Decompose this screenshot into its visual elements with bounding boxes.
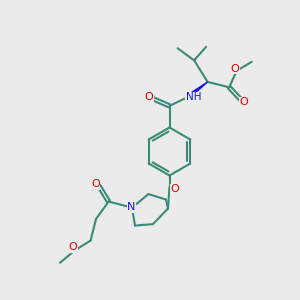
Text: O: O (68, 242, 77, 252)
Text: N: N (127, 202, 136, 212)
Text: O: O (240, 97, 249, 107)
Text: O: O (231, 64, 240, 74)
Text: O: O (170, 184, 179, 194)
Text: O: O (145, 92, 154, 102)
Text: NH: NH (186, 92, 201, 103)
Polygon shape (187, 82, 208, 98)
Text: O: O (91, 179, 100, 190)
